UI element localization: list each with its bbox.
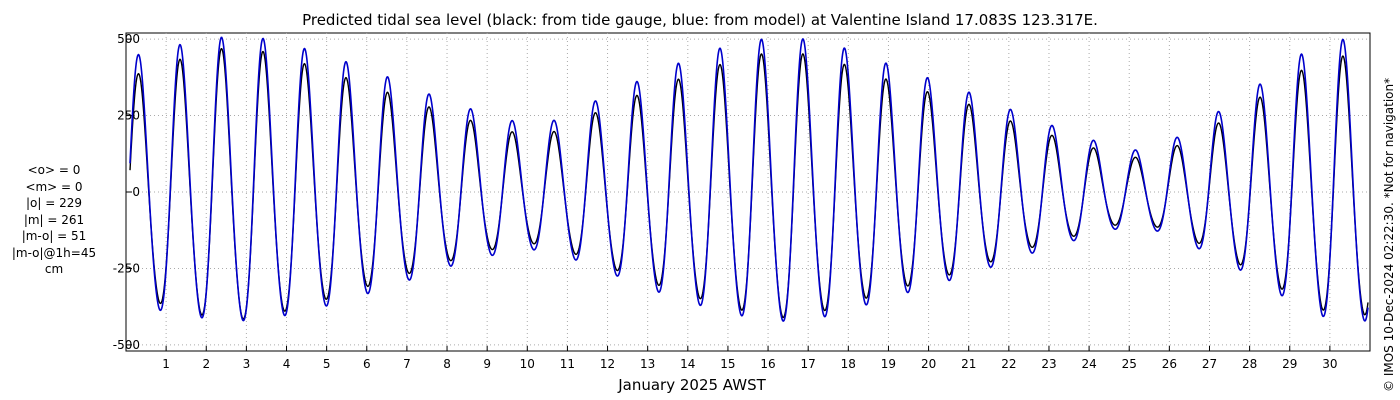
- stat-abs-observed: |o| = 229: [25, 196, 82, 210]
- x-tick-label: 6: [363, 357, 371, 371]
- x-tick-label: 20: [921, 357, 936, 371]
- series-layer: [129, 36, 1369, 322]
- x-tick-label: 26: [1162, 357, 1177, 371]
- axis-layer: 1 2 3 4 5 6 7 8 9 10 11 12 13 14 15 16 17 18 19 20 21 22 23 24 2…: [113, 32, 1338, 371]
- x-tick-label: 22: [1001, 357, 1016, 371]
- stats-panel: <o> = 0 <m> = 0 |o| = 229 |m| = 261 |m-o…: [0, 162, 108, 278]
- x-tick-label: 17: [801, 357, 816, 371]
- x-tick-label: 13: [640, 357, 655, 371]
- x-tick-label: 4: [283, 357, 291, 371]
- x-tick-label: 9: [483, 357, 491, 371]
- chart-title: Predicted tidal sea level (black: from t…: [302, 11, 1098, 29]
- series-line-model: [129, 36, 1369, 322]
- x-tick-label: 7: [403, 357, 411, 371]
- x-tick-label: 19: [881, 357, 896, 371]
- stat-unit: cm: [44, 262, 64, 276]
- x-tick-label: 1: [162, 357, 170, 371]
- x-tick-label: 15: [720, 357, 735, 371]
- x-tick-label: 2: [202, 357, 210, 371]
- plot-frame: [125, 32, 1371, 352]
- y-tick-label: 500: [117, 32, 140, 46]
- x-tick-label: 18: [841, 357, 856, 371]
- x-tick-label: 8: [443, 357, 451, 371]
- x-tick-label: 12: [600, 357, 615, 371]
- x-tick-label: 3: [243, 357, 251, 371]
- stat-abs-model: |m| = 261: [23, 212, 85, 227]
- x-tick-label: 23: [1041, 357, 1056, 371]
- stat-mean-observed: <o> = 0: [27, 163, 81, 177]
- stat-abs-diff-1h: |m-o|@1h=45: [11, 245, 97, 260]
- y-tick-label: -500: [113, 338, 140, 352]
- stat-abs-diff: |m-o| = 51: [21, 229, 87, 243]
- x-tick-label: 11: [560, 357, 575, 371]
- x-tick-label: 24: [1081, 357, 1096, 371]
- series-line-tide-gauge: [129, 47, 1369, 320]
- x-tick-label: 28: [1242, 357, 1257, 371]
- y-tick-label: 0: [132, 185, 140, 199]
- x-tick-label: 16: [760, 357, 775, 371]
- x-tick-label: 14: [680, 357, 695, 371]
- copyright-note: © IMOS 10-Dec-2024 02:22:30. *Not for na…: [1382, 77, 1396, 392]
- x-tick-label: 25: [1122, 357, 1137, 371]
- x-tick-label: 5: [323, 357, 331, 371]
- x-tick-label: 30: [1322, 357, 1337, 371]
- x-tick-label: 21: [961, 357, 976, 371]
- grid-layer: [126, 33, 1370, 351]
- y-tick-label: -250: [113, 261, 140, 275]
- y-tick-label: 250: [117, 109, 140, 123]
- x-tick-label: 29: [1282, 357, 1297, 371]
- x-tick-label: 10: [520, 357, 535, 371]
- stat-mean-model: <m> = 0: [25, 179, 83, 194]
- x-tick-label: 27: [1202, 357, 1217, 371]
- x-axis-label: January 2025 AWST: [617, 376, 766, 394]
